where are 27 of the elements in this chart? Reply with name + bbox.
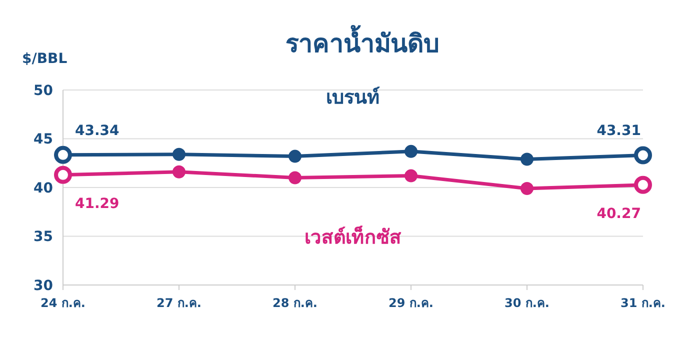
x-tick-label: 30 ก.ค.	[504, 296, 550, 310]
point	[404, 144, 418, 158]
text: เบรนท์	[326, 86, 380, 108]
data-label: 43.34	[75, 122, 120, 139]
point	[520, 182, 534, 195]
y-tick-label: 30	[34, 278, 54, 294]
x-tick-label: 28 ก.ค.	[272, 296, 318, 310]
x-tick-label: 24 ก.ค.	[40, 296, 86, 310]
y-tick-label: 50	[34, 82, 54, 99]
y-tick-label: 40	[34, 180, 54, 196]
point	[404, 169, 418, 182]
point	[172, 165, 186, 178]
data-label: 41.29	[75, 196, 120, 212]
point	[520, 152, 534, 166]
y-tick-label: 45	[34, 132, 53, 148]
y-tick-label: 35	[34, 229, 53, 246]
chart-title: ราคาน้ำมันดิบ	[286, 24, 440, 58]
x-tick-label: 31 ก.ค.	[620, 296, 666, 310]
point	[288, 171, 302, 184]
text: เวสต์เท็กซัส	[304, 224, 402, 248]
x-tick-label: 27 ก.ค.	[156, 296, 202, 310]
point	[288, 150, 302, 163]
y-axis-title: $/BBL	[22, 51, 68, 67]
data-label: 43.31	[596, 123, 641, 140]
point	[172, 148, 186, 161]
data-label: 40.27	[596, 206, 641, 222]
x-tick-label: 29 ก.ค.	[388, 296, 434, 310]
